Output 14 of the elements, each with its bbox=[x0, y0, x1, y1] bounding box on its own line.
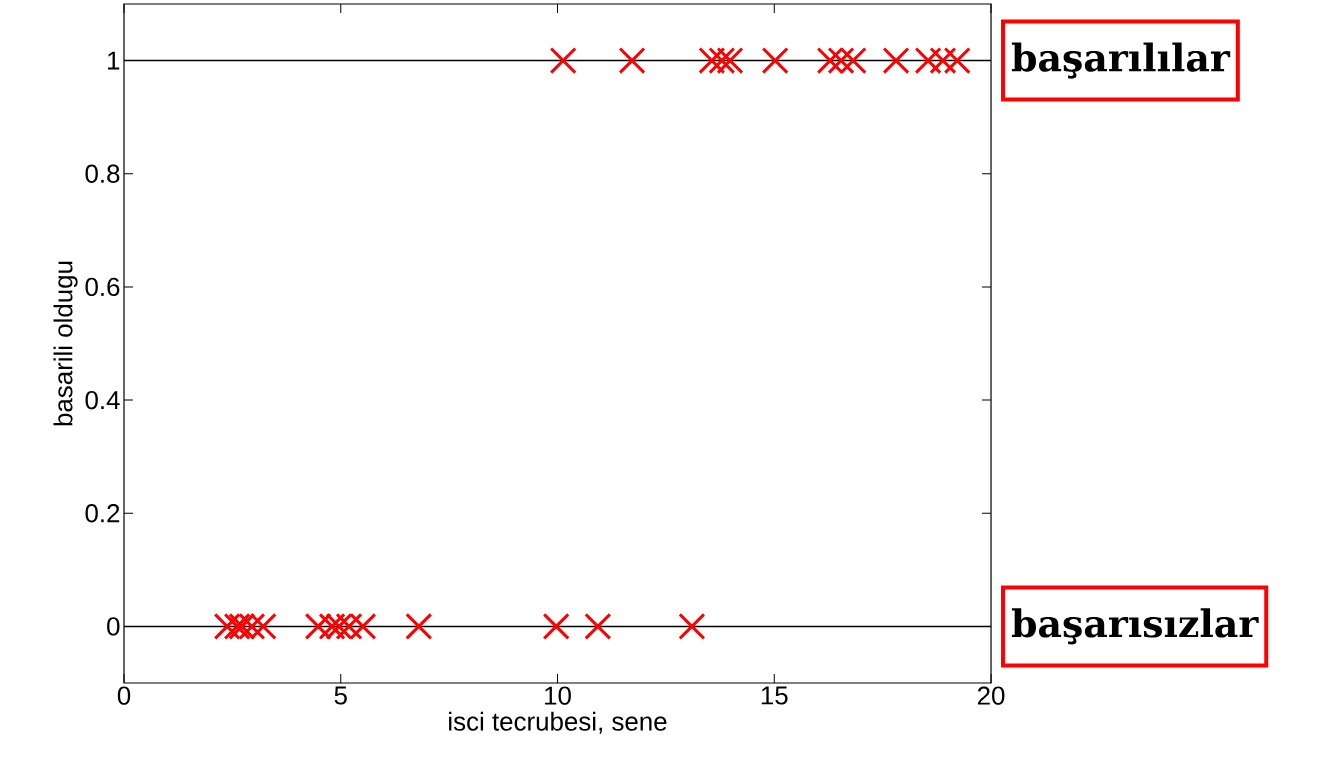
text: başarısızlar bbox=[1011, 608, 1259, 645]
y-tick-label: 0.8 bbox=[85, 164, 120, 183]
x-tick-label: 20 bbox=[977, 686, 1005, 705]
text: başarılılar bbox=[1011, 42, 1231, 79]
x-tick-label: 10 bbox=[545, 686, 571, 705]
y-tick-label: 0.4 bbox=[85, 390, 120, 410]
x-tick-label: 5 bbox=[334, 686, 347, 705]
y-axis-title: basarili oldugu bbox=[53, 261, 78, 426]
y-tick-label: 0 bbox=[107, 617, 120, 636]
y-tick-label: 0.2 bbox=[85, 504, 120, 523]
y-tick-label: 0.6 bbox=[85, 277, 120, 297]
y-tick-label: 1 bbox=[108, 51, 120, 70]
x-axis-title: isci tecrubesi, sene bbox=[449, 711, 667, 734]
x-tick-label: 15 bbox=[761, 686, 788, 705]
